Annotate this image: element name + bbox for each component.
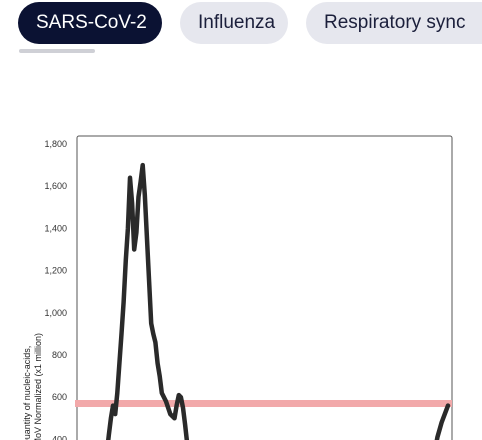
y-tick-label: 1,200 [44,266,67,276]
y-axis-label-line2: PMMoV Normalized (x1 million) [33,333,43,440]
y-tick-label: 1,600 [44,181,67,191]
series-line [106,162,451,440]
plot-area-frame [76,135,453,440]
tab-respiratory-syncytial-virus[interactable]: Respiratory sync [306,2,482,44]
y-axis-label-line1: Quantity of nucleic-acids, [22,346,32,440]
y-tick-label: 1,400 [44,223,67,233]
line-chart: Quantity of nucleic-acids, PMMoV Normali… [22,135,453,440]
y-tick-label: 1,800 [44,139,67,149]
pathogen-tabs: SARS-CoV-2 Influenza Respiratory sync [0,0,482,60]
y-tick-label: 400 [52,434,67,440]
y-tick-label: 600 [52,392,67,402]
tab-sars-cov-2[interactable]: SARS-CoV-2 [18,2,162,44]
tab-influenza[interactable]: Influenza [180,2,288,44]
wastewater-chart: Quantity of nucleic-acids, PMMoV Normali… [0,120,482,440]
y-tick-label: 800 [52,350,67,360]
y-tick-label: 1,000 [44,308,67,318]
tab-scroll-indicator [19,49,95,53]
